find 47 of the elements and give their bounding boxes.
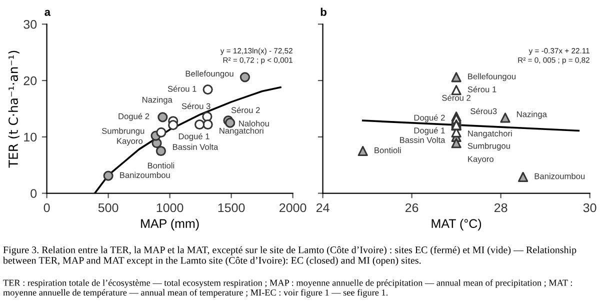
x-tick-label: 500 [98,203,118,212]
x-axis-title: MAT (°C) [432,218,482,230]
annotation: Sérou 2 [442,94,470,101]
annotation: Banizoumbou [120,172,170,178]
text: TER : respiration totale de l’écosystème — total ecosystem respiration ; MAP : moyenne annuelle de précipitation — annual mean of precipitation ; MAT : moyenne annuelle de température — annual mean of temperature ; MI-EC : voir figure 1 — see figure 1. [3,279,572,298]
annotation: Banizoumbou [534,173,585,180]
annotation: Bassin Volta [172,144,218,150]
annotation: Kayoro [117,138,143,146]
annotation: Bassin Volta [400,136,446,143]
x-tick-label: 1500 [218,203,245,212]
annotation: Kayoro [468,156,494,164]
x-tick-label: 26 [405,203,418,212]
annotation: Bontioli [374,147,401,154]
annotation: Sérou 1 [468,86,496,92]
x-tick-label: 28 [494,203,508,212]
y-tick-label: 20 [24,76,37,86]
annotation: Sérou 3 [182,102,210,110]
x-tick-label: 30 [583,203,596,212]
annotation: Bellefoungou [186,70,234,78]
annotation: Bellefoungou [468,73,516,82]
annotation: Dogué 1 [414,127,445,136]
chart-title: a [44,10,51,16]
x-tick-label: 0 [44,203,50,212]
annotation: Sumbrungu [102,128,144,136]
chart-title: b [320,8,326,16]
x-tick-label: 1000 [156,203,184,212]
annotation: Dogué 2 [414,114,445,122]
annotation: Dogué 1 [178,133,210,141]
x-tick-label: 24 [316,203,330,212]
annotation: Nazinga [142,96,172,104]
annotation: Dogué 2 [118,113,150,121]
annotation: Nazinga [517,111,547,119]
y-tick-label: 30 [24,20,37,29]
caption: Figure 3. Relation entre la TER, la MAP et la MAT, excepté sur le site de Lamto (Côte d’Ivoire) : sites EC (fermé) et MI (vide) — Relationship between TER, MAP and MAT except in the Lamto site (Côte d’Ivoire): EC (closed) and MI (open) sites. [3,246,576,266]
annotation: Bontioli [148,162,174,169]
annotation: Nangatchori [220,128,264,136]
y-axis-title: TER (t C·ha⁻¹·an⁻¹) [8,50,20,168]
annotation: Sérou 1 [168,86,196,92]
annotation: Sérou3 [470,108,497,114]
annotation: Sumbrugou [468,142,510,151]
y-tick-label: 10 [24,132,37,142]
y-tick-label: 0 [30,189,37,198]
x-axis-title: MAP (mm) [141,218,199,230]
annotation: Nalohou [239,120,269,126]
x-tick-label: 2000 [280,203,306,212]
annotation: Nangatchori [468,130,512,138]
annotation: Sérou 2 [231,106,260,114]
